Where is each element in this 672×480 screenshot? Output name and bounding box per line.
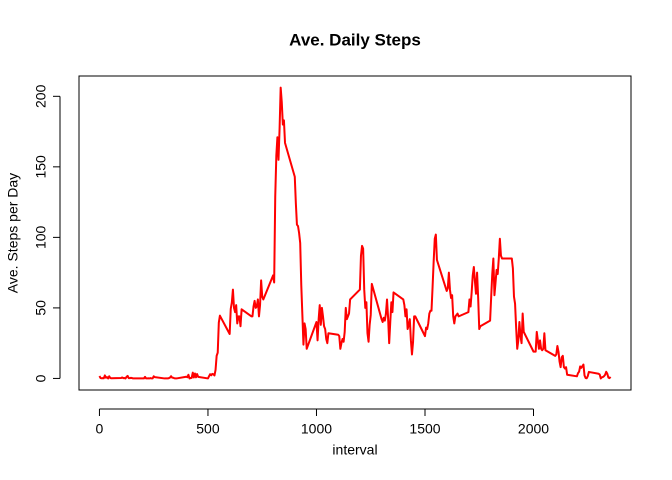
x-tick-label: 1000 xyxy=(301,421,332,437)
x-axis-label: interval xyxy=(332,442,377,458)
chart-title: Ave. Daily Steps xyxy=(289,30,421,49)
x-tick-label: 500 xyxy=(196,421,220,437)
y-axis-label: Ave. Steps per Day xyxy=(5,173,21,293)
y-tick-label: 200 xyxy=(33,84,49,108)
x-tick-label: 2000 xyxy=(518,421,549,437)
data-line xyxy=(98,86,612,380)
y-tick-label: 150 xyxy=(33,155,49,179)
x-tick-label: 0 xyxy=(96,421,104,437)
y-tick-label: 100 xyxy=(33,225,49,249)
x-tick-label: 1500 xyxy=(409,421,440,437)
y-tick-label: 0 xyxy=(33,374,49,382)
y-tick-label: 50 xyxy=(33,300,49,316)
plot-box xyxy=(78,75,632,391)
